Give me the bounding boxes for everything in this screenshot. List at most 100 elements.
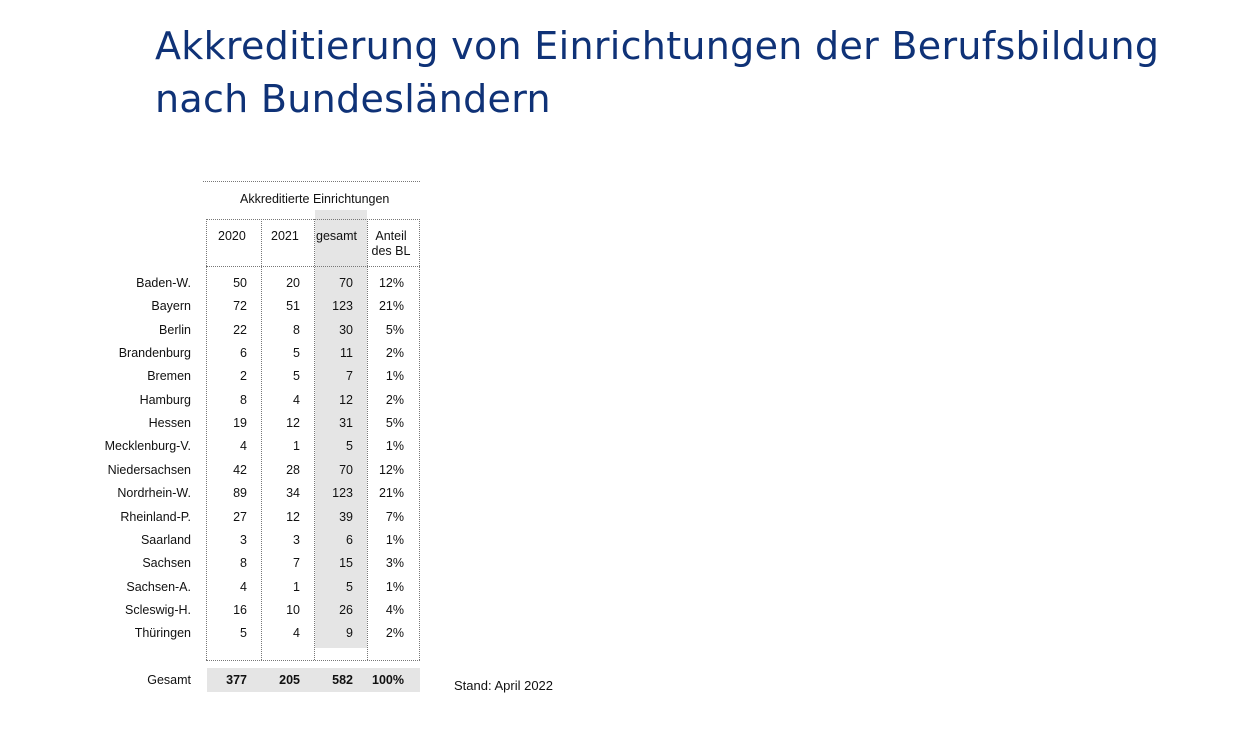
cell-2021: 8 (293, 323, 300, 337)
total-gesamt: 582 (332, 673, 353, 687)
cell-gesamt: 7 (346, 369, 353, 383)
cell-2020: 4 (240, 580, 247, 594)
row-label: Rheinland-P. (120, 510, 191, 524)
title-line-2: nach Bundesländern (155, 77, 551, 121)
cell-2021: 51 (286, 299, 300, 313)
cell-2021: 10 (286, 603, 300, 617)
cell-gesamt: 39 (339, 510, 353, 524)
row-label: Baden-W. (136, 276, 191, 290)
cell-2021: 4 (293, 626, 300, 640)
total-anteil: 100% (372, 673, 404, 687)
cell-2021: 3 (293, 533, 300, 547)
cell-2020: 50 (233, 276, 247, 290)
cell-gesamt: 26 (339, 603, 353, 617)
page-title: Akkreditierung von Einrichtungen der Ber… (155, 20, 1159, 126)
row-label: Niedersachsen (107, 463, 191, 477)
total-row-label: Gesamt (147, 673, 191, 687)
column-rule-2 (261, 219, 262, 660)
table-top-rule (203, 181, 420, 182)
cell-gesamt: 123 (332, 486, 353, 500)
total-row-shade (207, 668, 420, 692)
footnote-date: Stand: April 2022 (454, 678, 554, 693)
cell-gesamt: 5 (346, 580, 353, 594)
cell-2020: 4 (240, 439, 247, 453)
cell-gesamt: 70 (339, 463, 353, 477)
column-header-gesamt: gesamt (316, 229, 357, 243)
column-header-2020: 2020 (218, 229, 246, 243)
cell-anteil: 1% (385, 369, 404, 383)
column-rule-3 (314, 219, 315, 660)
cell-2020: 8 (240, 556, 247, 570)
cell-2020: 27 (233, 510, 247, 524)
cell-gesamt: 123 (332, 299, 353, 313)
column-header-anteil: Anteil des BL (371, 229, 411, 258)
cell-anteil: 4% (385, 603, 404, 617)
cell-2021: 5 (293, 369, 300, 383)
header-bottom-rule (206, 266, 420, 267)
cell-2020: 16 (233, 603, 247, 617)
cell-2020: 5 (240, 626, 247, 640)
column-rule-1 (206, 219, 207, 660)
column-rule-5 (419, 219, 420, 660)
cell-gesamt: 12 (339, 393, 353, 407)
column-header-2021: 2021 (271, 229, 299, 243)
cell-anteil: 5% (385, 323, 404, 337)
cell-anteil: 21% (378, 299, 404, 313)
row-label: Bremen (147, 369, 191, 383)
gesamt-column-shade (315, 210, 367, 648)
cell-2020: 89 (233, 486, 247, 500)
body-bottom-rule (206, 660, 420, 661)
cell-anteil: 1% (385, 439, 404, 453)
row-label: Berlin (159, 323, 191, 337)
cell-gesamt: 11 (340, 346, 353, 360)
cell-2020: 3 (240, 533, 247, 547)
row-label: Bayern (151, 299, 191, 313)
row-label: Scleswig-H. (125, 603, 191, 617)
cell-gesamt: 5 (346, 439, 353, 453)
cell-gesamt: 31 (339, 416, 353, 430)
row-label: Hamburg (139, 393, 191, 407)
cell-2020: 72 (233, 299, 247, 313)
row-label: Thüringen (134, 626, 191, 640)
cell-anteil: 2% (385, 393, 404, 407)
row-label: Sachsen-A. (126, 580, 191, 594)
row-label: Saarland (140, 533, 191, 547)
cell-anteil: 2% (385, 626, 404, 640)
cell-anteil: 1% (385, 533, 404, 547)
cell-anteil: 1% (385, 580, 404, 594)
cell-anteil: 3% (385, 556, 404, 570)
cell-2020: 2 (240, 369, 247, 383)
cell-2021: 5 (293, 346, 300, 360)
group-header: Akkreditierte Einrichtungen (240, 192, 390, 206)
cell-2021: 34 (286, 486, 300, 500)
cell-anteil: 2% (385, 346, 404, 360)
header-top-rule (206, 219, 420, 220)
cell-2021: 1 (293, 580, 300, 594)
cell-gesamt: 6 (346, 533, 353, 547)
cell-anteil: 12% (378, 276, 404, 290)
cell-2021: 28 (286, 463, 300, 477)
cell-anteil: 7% (385, 510, 404, 524)
cell-2020: 8 (240, 393, 247, 407)
total-2020: 377 (226, 673, 247, 687)
cell-2021: 4 (293, 393, 300, 407)
cell-2021: 12 (286, 510, 300, 524)
cell-gesamt: 70 (339, 276, 353, 290)
row-label: Sachsen (142, 556, 191, 570)
cell-anteil: 5% (385, 416, 404, 430)
row-label: Nordrhein-W. (117, 486, 191, 500)
cell-2020: 19 (233, 416, 247, 430)
cell-gesamt: 9 (346, 626, 353, 640)
cell-2021: 12 (286, 416, 300, 430)
cell-anteil: 21% (378, 486, 404, 500)
column-rule-4 (367, 219, 368, 660)
row-label: Hessen (148, 416, 191, 430)
cell-2021: 7 (293, 556, 300, 570)
cell-anteil: 12% (378, 463, 404, 477)
cell-2021: 20 (286, 276, 300, 290)
cell-gesamt: 15 (339, 556, 353, 570)
row-label: Brandenburg (118, 346, 191, 360)
cell-2020: 6 (240, 346, 247, 360)
row-label: Mecklenburg-V. (104, 439, 191, 453)
cell-2020: 22 (233, 323, 247, 337)
